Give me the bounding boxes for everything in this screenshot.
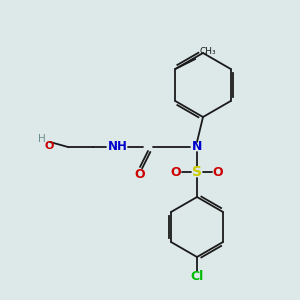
Text: NH: NH bbox=[108, 140, 128, 154]
Text: O: O bbox=[44, 141, 54, 151]
Text: S: S bbox=[192, 165, 202, 179]
Text: Cl: Cl bbox=[190, 269, 204, 283]
Text: O: O bbox=[171, 166, 181, 178]
Text: H: H bbox=[38, 134, 46, 144]
Text: O: O bbox=[135, 169, 145, 182]
Text: N: N bbox=[192, 140, 202, 154]
Text: CH₃: CH₃ bbox=[199, 47, 216, 56]
Text: O: O bbox=[213, 166, 223, 178]
